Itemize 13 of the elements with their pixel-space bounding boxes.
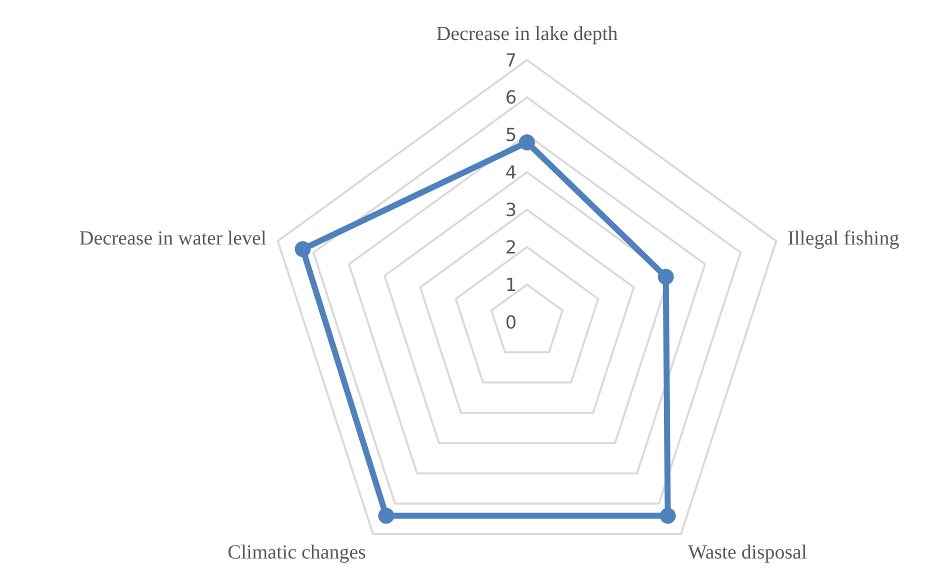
spoke-label: Decrease in lake depth — [436, 23, 618, 45]
y-tick-label: 6 — [505, 88, 517, 109]
y-tick-label: 4 — [505, 162, 517, 184]
y-tick-label: 7 — [505, 50, 517, 72]
y-tick-label: 2 — [505, 237, 517, 258]
spoke-label: Decrease in water level — [79, 227, 267, 250]
spoke-label: Waste disposal — [688, 542, 808, 564]
y-tick-label: 1 — [505, 274, 517, 296]
spoke-label: Illegal fishing — [788, 227, 900, 250]
spoke-label: Climatic changes — [228, 542, 366, 564]
y-tick-label: 5 — [505, 125, 517, 146]
y-tick-label: 0 — [505, 312, 517, 334]
y-tick-label: 3 — [505, 200, 517, 222]
